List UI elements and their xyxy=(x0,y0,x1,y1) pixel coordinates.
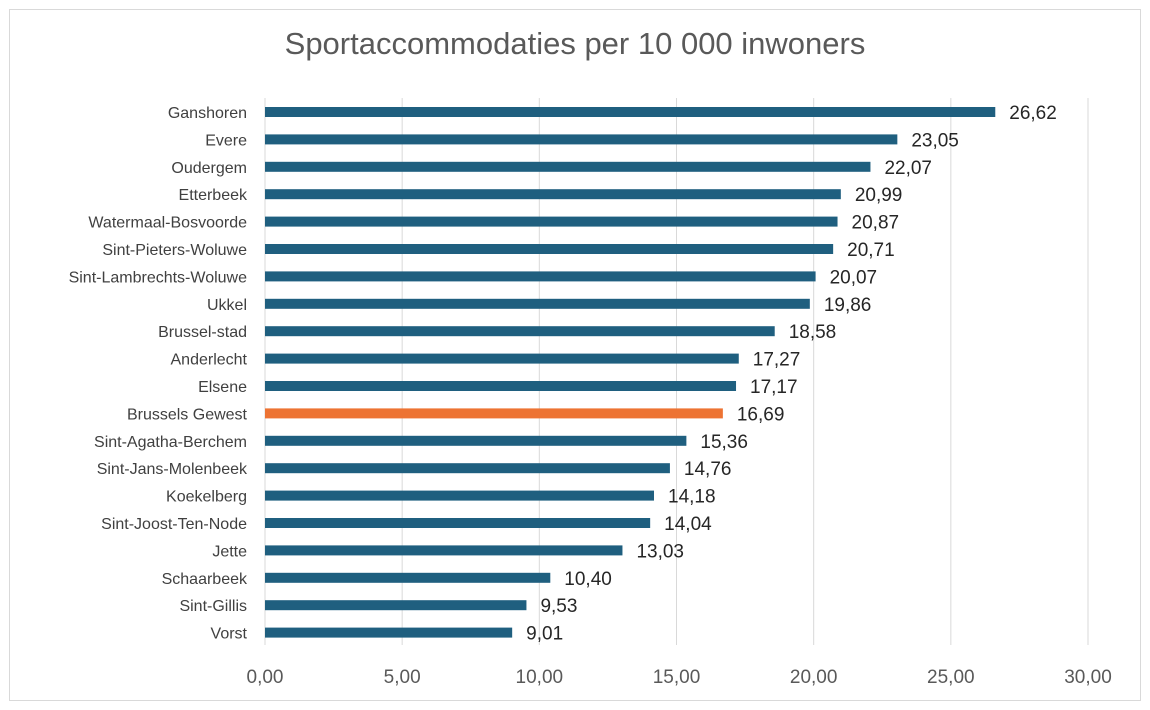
data-label: 14,04 xyxy=(664,514,712,535)
category-label: Etterbeek xyxy=(179,187,248,204)
category-label: Ukkel xyxy=(207,297,247,314)
category-label: Evere xyxy=(205,132,247,149)
data-label: 20,99 xyxy=(855,185,903,206)
category-label: Sint-Lambrechts-Woluwe xyxy=(69,269,248,286)
data-label: 14,76 xyxy=(684,459,732,480)
x-tick-label: 0,00 xyxy=(247,667,284,688)
data-label: 15,36 xyxy=(700,432,748,453)
data-label: 18,58 xyxy=(789,322,837,343)
data-label: 14,18 xyxy=(668,487,716,508)
chart-title: Sportaccommodaties per 10 000 inwoners xyxy=(284,26,866,61)
bar xyxy=(265,490,655,501)
bar xyxy=(265,545,623,556)
x-axis-ticks: 0,00 5,00 10,00 15,00 20,00 25,00 30,00 xyxy=(247,667,1112,688)
bars xyxy=(265,107,996,638)
category-label: Sint-Agatha-Berchem xyxy=(94,434,247,451)
data-label: 16,69 xyxy=(737,404,785,425)
bar xyxy=(265,271,816,282)
data-label: 19,86 xyxy=(824,295,872,316)
bar xyxy=(265,189,841,200)
bar xyxy=(265,600,527,611)
bar xyxy=(265,627,513,638)
bar xyxy=(265,326,775,337)
bar xyxy=(265,298,810,309)
x-tick-label: 25,00 xyxy=(927,667,975,688)
bar xyxy=(265,216,838,227)
category-label: Sint-Gillis xyxy=(179,598,247,615)
data-label: 13,03 xyxy=(636,541,684,562)
bar xyxy=(265,463,670,474)
category-label: Sint-Joost-Ten-Node xyxy=(101,516,247,533)
data-label: 17,27 xyxy=(753,350,801,371)
category-label: Sint-Jans-Molenbeek xyxy=(97,461,248,478)
data-label: 20,87 xyxy=(852,213,900,234)
bar xyxy=(265,381,737,391)
data-label: 26,62 xyxy=(1009,103,1057,124)
category-label: Schaarbeek xyxy=(162,571,248,588)
category-label: Oudergem xyxy=(171,160,247,177)
bar xyxy=(265,134,898,145)
x-tick-label: 30,00 xyxy=(1064,667,1112,688)
bar xyxy=(265,107,996,117)
gridlines xyxy=(264,98,1089,645)
x-tick-label: 15,00 xyxy=(653,667,701,688)
category-label: Koekelberg xyxy=(166,489,247,506)
category-label: Elsene xyxy=(198,379,247,396)
category-labels: Ganshoren Evere Oudergem Etterbeek Watermaal… xyxy=(69,105,248,643)
category-label: Vorst xyxy=(211,626,248,643)
data-label: 17,17 xyxy=(750,377,798,398)
data-label: 22,07 xyxy=(884,158,932,179)
bar xyxy=(265,161,871,172)
data-label: 23,05 xyxy=(911,130,959,151)
category-label: Watermaal-Bosvoorde xyxy=(88,215,247,232)
category-label: Sint-Pieters-Woluwe xyxy=(102,242,247,259)
bar xyxy=(265,244,834,254)
x-tick-label: 5,00 xyxy=(384,667,421,688)
data-label: 9,53 xyxy=(540,596,577,617)
bar xyxy=(265,518,651,528)
bar xyxy=(265,572,551,583)
value-labels: 26,62 23,05 22,07 20,99 20,87 20,71 20,07 19,86… xyxy=(526,103,1057,645)
x-tick-label: 10,00 xyxy=(516,667,564,688)
category-label: Brussel-stad xyxy=(158,324,247,341)
bar xyxy=(265,435,687,446)
category-label: Jette xyxy=(212,543,247,560)
category-label: Anderlecht xyxy=(171,352,248,369)
bar xyxy=(265,353,739,364)
category-label: Brussels Gewest xyxy=(127,406,248,423)
category-label: Ganshoren xyxy=(168,105,247,122)
data-label: 10,40 xyxy=(564,569,612,590)
data-label: 9,01 xyxy=(526,624,563,645)
data-label: 20,07 xyxy=(830,267,878,288)
x-tick-label: 20,00 xyxy=(790,667,838,688)
data-label: 20,71 xyxy=(847,240,895,261)
bar xyxy=(265,408,723,419)
